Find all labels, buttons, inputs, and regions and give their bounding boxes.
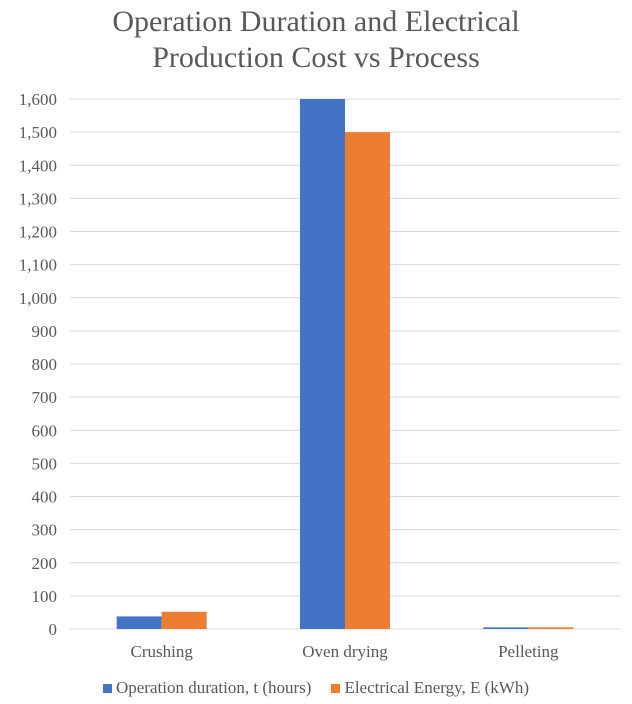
x-tick-label: Oven drying [302, 642, 388, 661]
y-tick-label: 1,400 [19, 156, 57, 175]
y-tick-label: 700 [32, 388, 58, 407]
y-tick-label: 1,300 [19, 189, 57, 208]
y-tick-label: 400 [32, 488, 58, 507]
legend-item-electrical-energy: Electrical Energy, E (kWh) [331, 678, 529, 698]
y-tick-label: 100 [32, 587, 58, 606]
y-tick-label: 1,100 [19, 256, 57, 275]
y-tick-label: 300 [32, 521, 58, 540]
y-tick-label: 1,000 [19, 289, 57, 308]
legend-swatch-electrical-energy [331, 683, 341, 693]
bar-operation-duration [483, 627, 529, 629]
bar-electrical-energy [528, 627, 574, 629]
bar-electrical-energy [161, 611, 207, 629]
bar-electrical-energy [345, 132, 390, 629]
y-tick-label: 900 [32, 322, 58, 341]
y-tick-label: 0 [49, 620, 58, 639]
chart-title: Operation Duration and Electrical Produc… [0, 4, 632, 76]
y-tick-label: 600 [32, 421, 58, 440]
y-tick-label: 1,600 [19, 90, 57, 109]
legend-swatch-operation-duration [102, 683, 112, 693]
bar-operation-duration [300, 99, 345, 629]
y-tick-label: 500 [32, 454, 58, 473]
y-tick-label: 1,500 [19, 123, 57, 142]
legend-label-operation-duration: Operation duration, t (hours) [115, 678, 312, 697]
chart-title-line-1: Operation Duration and Electrical [112, 5, 520, 38]
legend-label-electrical-energy: Electrical Energy, E (kWh) [344, 678, 529, 697]
y-tick-label: 200 [32, 554, 58, 573]
y-tick-label: 1,200 [19, 223, 57, 242]
chart-title-line-2: Production Cost vs Process [152, 41, 480, 74]
y-tick-label: 800 [32, 355, 58, 374]
bar-operation-duration [116, 616, 162, 629]
legend-item-operation-duration: Operation duration, t (hours) [102, 678, 312, 698]
legend: Operation duration, t (hours) Electrical… [0, 678, 632, 698]
x-tick-label: Crushing [130, 642, 193, 661]
x-tick-label: Pelleting [498, 642, 559, 661]
